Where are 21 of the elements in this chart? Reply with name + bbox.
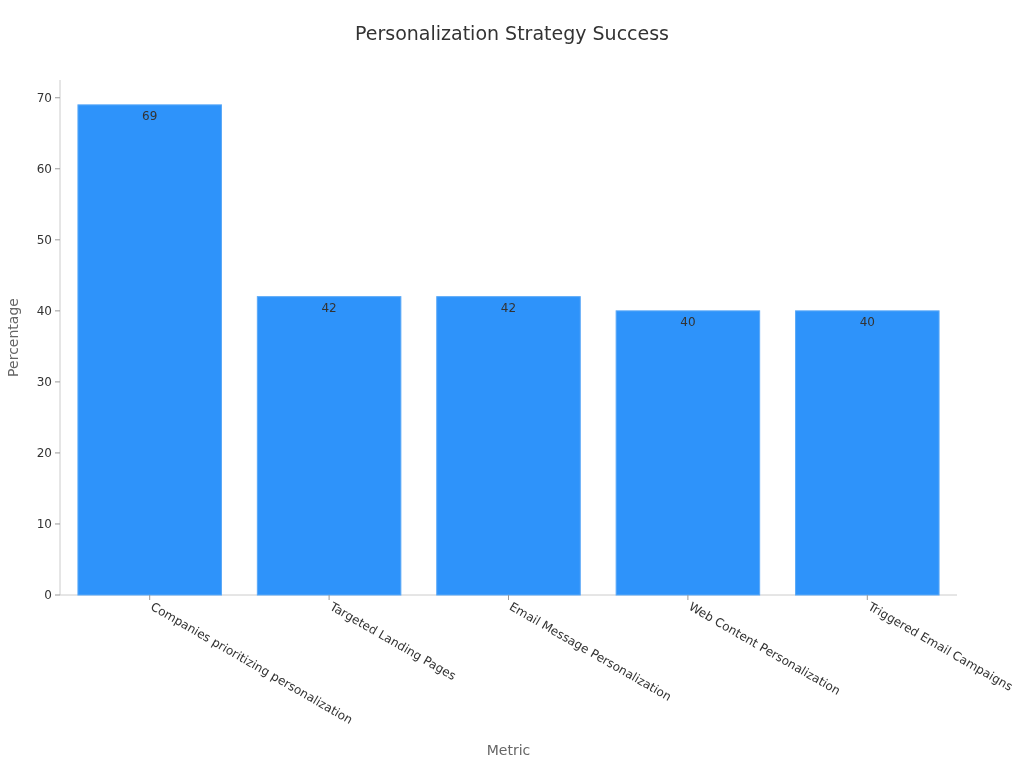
x-axis-title: Metric (486, 742, 531, 758)
y-tick-label: 20 (36, 445, 52, 460)
y-tick-label: 60 (36, 161, 52, 176)
bar (256, 296, 402, 596)
data-label: 42 (500, 300, 517, 315)
y-tick-label: 10 (36, 516, 52, 531)
y-tick-label: 40 (36, 303, 52, 318)
y-axis-title: Percentage (5, 298, 21, 377)
y-tick-label: 30 (36, 374, 52, 389)
bar (615, 310, 761, 596)
y-tick-label: 0 (44, 588, 52, 602)
chart-title: Personalization Strategy Success (354, 22, 670, 44)
bar (436, 296, 581, 596)
data-label: 40 (859, 314, 875, 329)
bar (795, 310, 940, 596)
data-label: 40 (680, 314, 696, 329)
bar (77, 104, 222, 596)
data-label: 69 (142, 108, 158, 123)
data-label: 42 (321, 300, 337, 315)
y-tick-label: 50 (36, 232, 52, 247)
y-tick-label: 70 (36, 90, 52, 105)
